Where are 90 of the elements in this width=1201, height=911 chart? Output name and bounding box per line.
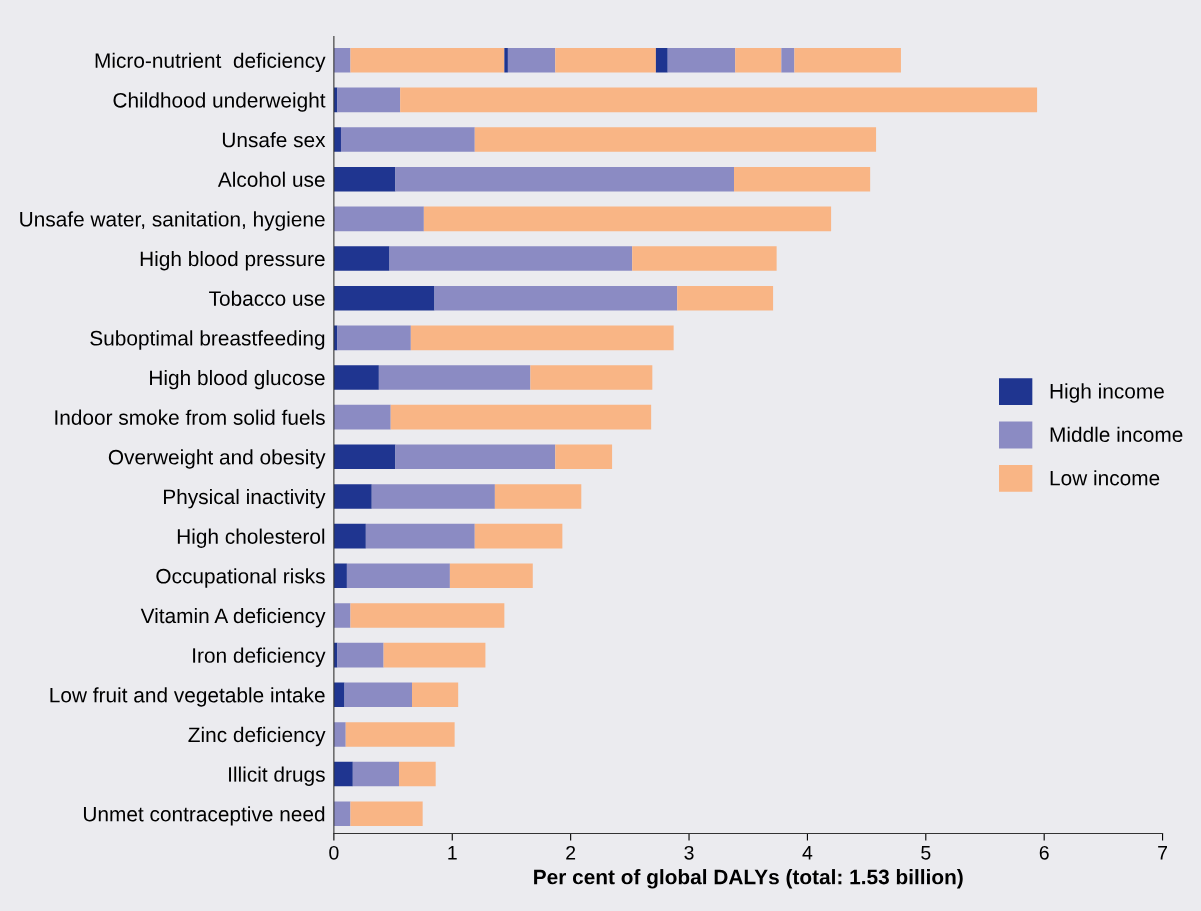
bar (333, 47, 351, 73)
bar (677, 285, 774, 311)
y-tick-label: High cholesterol (177, 528, 325, 548)
y-tick-label: Suboptimal breastfeeding (90, 330, 325, 350)
bar (395, 166, 735, 192)
x-tick-label: 6 (1039, 845, 1049, 860)
bar (333, 166, 396, 192)
bar (333, 206, 424, 232)
x-tick-label: 5 (921, 846, 931, 860)
bar (555, 444, 613, 470)
y-tick-label: Childhood underweight (113, 92, 326, 112)
y-tick-label: Alcohol use (217, 171, 325, 187)
bar (423, 206, 832, 232)
bar (474, 127, 877, 152)
bar (507, 47, 556, 73)
x-tick-label: 2 (566, 845, 576, 860)
y-tick-label: Indoor smoke from solid fuels (55, 409, 325, 425)
y-tick-label: Unmet contraceptive need (83, 806, 325, 826)
y-tick-label: Physical inactivity (164, 488, 326, 509)
bar (346, 563, 450, 589)
bar (555, 47, 656, 73)
bar (333, 722, 346, 747)
bar (794, 47, 901, 73)
y-tick-label: Unsafe water, sanitation, hygiene (20, 211, 325, 231)
bar (333, 444, 396, 470)
y-tick-label: Vitamin A deficiency (140, 607, 326, 628)
bar (337, 642, 384, 668)
bar (365, 523, 475, 549)
bar (333, 404, 391, 430)
bar (781, 47, 795, 73)
bar (345, 722, 455, 747)
bar (350, 801, 423, 827)
bar (344, 682, 413, 708)
x-axis-title: Per cent of global DALYs (total: 1.53 billion) (534, 869, 963, 889)
y-tick-label: Zinc deficiency (188, 726, 326, 747)
bar (395, 444, 556, 470)
bar (449, 563, 533, 589)
bar (333, 484, 372, 509)
x-tick-label: 3 (684, 845, 694, 860)
bar (632, 246, 777, 271)
bar (383, 642, 486, 668)
y-tick-label: Overweight and obesity (108, 449, 326, 469)
bar (333, 603, 351, 628)
bar (350, 603, 505, 628)
bar (333, 365, 379, 390)
bar (412, 682, 459, 708)
bar (494, 484, 582, 509)
bar (333, 523, 366, 549)
y-tick-label: High blood pressure (140, 250, 325, 271)
bar (474, 523, 563, 549)
legend-label: Middle income (1050, 426, 1183, 443)
y-tick-label: Low fruit and vegetable intake (50, 687, 325, 707)
bar (390, 404, 652, 430)
bar (337, 325, 411, 351)
bar (340, 127, 475, 152)
bar (350, 47, 505, 73)
y-tick-label: Micro-nutrient deficiency (95, 52, 326, 73)
bar (378, 365, 531, 390)
y-tick-label: Occupational risks (156, 568, 325, 588)
bar (389, 246, 633, 271)
legend-label: High income (1050, 383, 1164, 403)
bar (667, 47, 736, 73)
y-tick-label: Illicit drugs (229, 766, 325, 786)
y-tick-label: High blood glucose (150, 369, 325, 390)
bar (504, 47, 508, 73)
bar (655, 47, 668, 73)
x-tick-label: 7 (1158, 846, 1167, 860)
x-tick-label: 0 (329, 845, 339, 860)
bar (337, 87, 401, 113)
bar (333, 246, 390, 271)
bar (735, 47, 782, 73)
bar (371, 484, 495, 509)
bar (333, 682, 345, 708)
bar (333, 285, 435, 311)
bar (734, 166, 871, 192)
y-tick-label: Iron deficiency (193, 647, 326, 667)
y-tick-label: Tobacco use (209, 290, 325, 306)
x-tick-label: 4 (802, 846, 813, 860)
bar (530, 365, 653, 390)
bar (352, 761, 399, 787)
bar (400, 87, 1038, 113)
y-tick-label: Unsafe sex (222, 132, 326, 148)
bar (333, 761, 353, 787)
bar (434, 285, 678, 311)
bar (410, 325, 674, 351)
x-tick-label: 1 (448, 846, 457, 860)
bar (333, 563, 347, 589)
bar (333, 801, 351, 827)
legend-label: Low income (1050, 470, 1160, 486)
bar (398, 761, 436, 787)
